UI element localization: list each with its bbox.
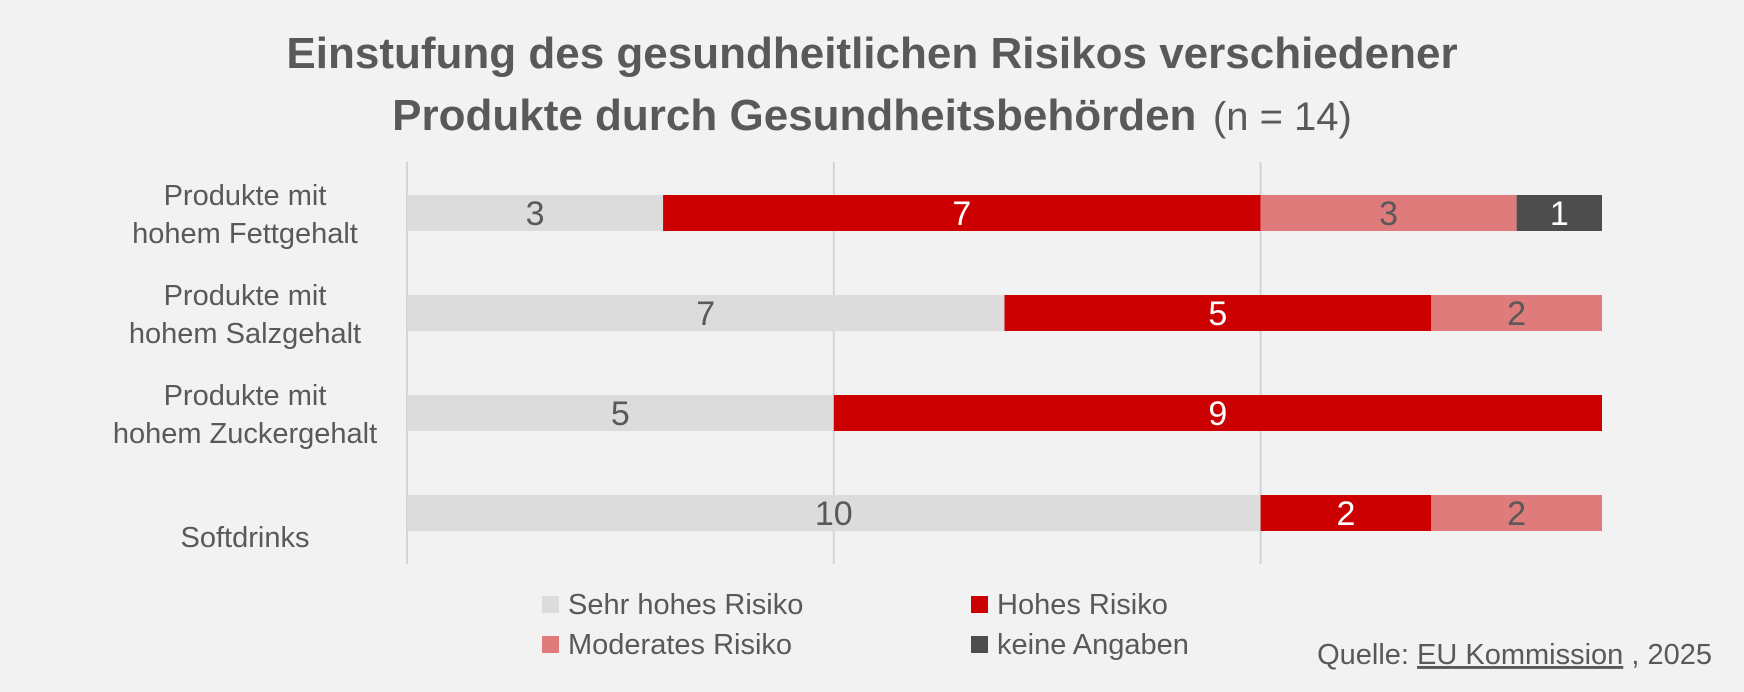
legend-label-0: Sehr hohes Risiko — [568, 589, 803, 621]
category-label-2-line-1: hohem Zuckergehalt — [113, 418, 377, 450]
legend-swatch-2 — [542, 636, 559, 653]
bar-value-label-1-2: 2 — [1507, 295, 1526, 333]
bar-segment-1-1 — [1004, 295, 1432, 331]
category-label-1-line-1: hohem Salzgehalt — [129, 318, 361, 350]
category-label-0-line-0: Produkte mit — [164, 180, 327, 212]
legend-swatch-0 — [542, 596, 559, 613]
bar-segment-2-0 — [407, 395, 834, 431]
bar-segment-3-2 — [1431, 495, 1602, 531]
bar-value-label-0-0: 3 — [526, 195, 545, 233]
bar-segment-0-3 — [1516, 195, 1602, 231]
category-label-2-line-0: Produkte mit — [164, 380, 327, 412]
legend-swatch-3 — [971, 636, 988, 653]
source-suffix: , 2025 — [1631, 639, 1712, 671]
chart-title-sample-size: (n = 14) — [1213, 95, 1352, 139]
bar-segment-0-0 — [407, 195, 664, 231]
bar-value-label-3-2: 2 — [1507, 495, 1526, 533]
category-labels: Produkte mit hohem Fettgehalt Produkte mit… — [113, 180, 377, 554]
bars-group: 3 7 3 1 7 5 2 5 9 10 2 2 — [407, 195, 1602, 533]
source-prefix: Quelle: — [1317, 639, 1417, 671]
bar-value-label-1-0: 7 — [696, 295, 715, 333]
bar-value-label-0-1: 7 — [952, 195, 971, 233]
category-label-1-line-0: Produkte mit — [164, 280, 327, 312]
chart-title-line-2-main: Produkte durch Gesundheitsbehörden — [392, 91, 1196, 140]
bar-segment-0-2 — [1260, 195, 1517, 231]
bar-segment-2-1 — [833, 395, 1602, 431]
bar-segment-1-0 — [407, 295, 1005, 331]
bar-value-label-2-1: 9 — [1208, 395, 1227, 433]
bar-value-label-2-0: 5 — [611, 395, 630, 433]
legend-label-2: Moderates Risiko — [568, 629, 792, 661]
legend-swatch-1 — [971, 596, 988, 613]
bar-value-label-0-2: 3 — [1379, 195, 1398, 233]
chart-title-line-1: Einstufung des gesundheitlichen Risikos … — [286, 29, 1457, 78]
bar-value-label-1-1: 5 — [1208, 295, 1227, 333]
bar-segment-3-0 — [407, 495, 1261, 531]
bar-segment-1-2 — [1431, 295, 1602, 331]
chart-title-line-2: Produkte durch Gesundheitsbehörden (n = … — [392, 91, 1352, 140]
category-label-0-line-1: hohem Fettgehalt — [132, 218, 358, 250]
legend-label-3: keine Angaben — [997, 629, 1189, 661]
bar-segment-3-1 — [1260, 495, 1432, 531]
bar-value-label-3-0: 10 — [815, 495, 853, 533]
bar-value-label-0-3: 1 — [1550, 195, 1569, 233]
legend: Sehr hohes Risiko Hohes Risiko Moderates R… — [542, 589, 1189, 661]
category-label-3-line-0: Softdrinks — [181, 522, 310, 554]
legend-label-1: Hohes Risiko — [997, 589, 1168, 621]
source-link[interactable]: EU Kommission — [1417, 639, 1623, 671]
bar-segment-0-1 — [663, 195, 1261, 231]
source-note: Quelle: EU Kommission , 2025 — [1317, 639, 1712, 671]
bar-value-label-3-1: 2 — [1336, 495, 1355, 533]
